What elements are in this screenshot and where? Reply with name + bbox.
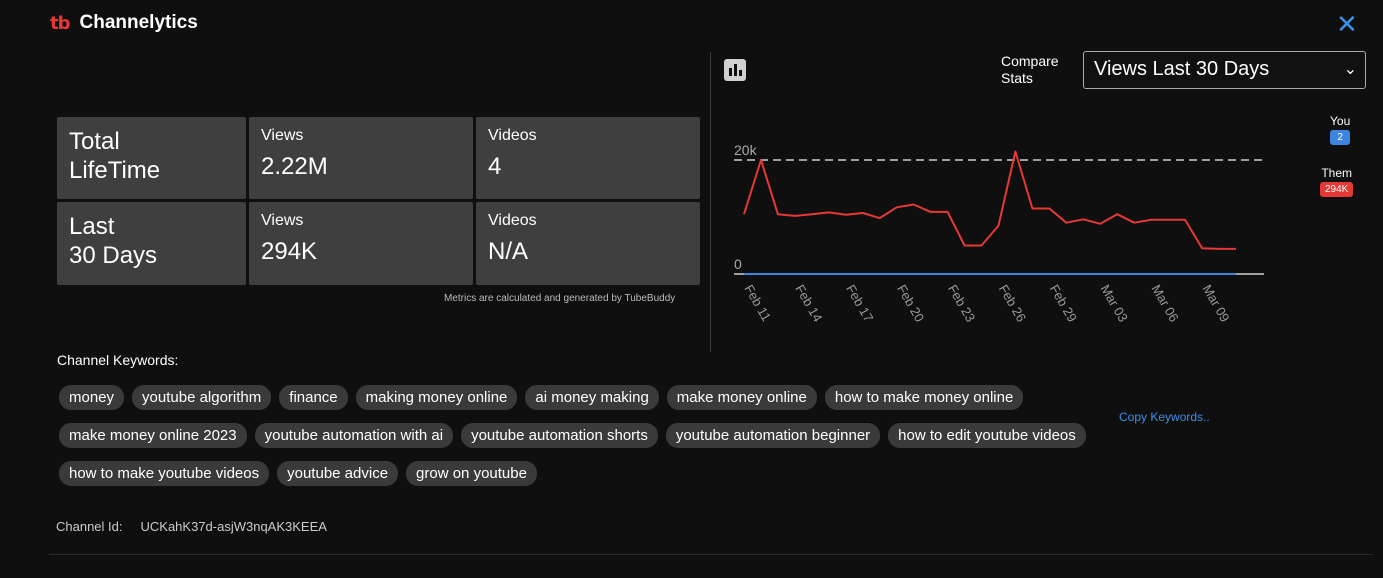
legend-you-label: You — [1330, 114, 1351, 128]
x-tick-label: Feb 14 — [792, 282, 825, 325]
last30-videos-value: N/A — [488, 238, 529, 265]
keywords-list: money youtube algorithm finance making mone… — [57, 383, 1097, 497]
lifetime-label-line1: Total — [69, 128, 120, 155]
chevron-down-icon: ⌄ — [1343, 61, 1357, 78]
x-tick-label: Mar 06 — [1149, 282, 1182, 325]
compare-stats-label: Compare Stats — [1001, 53, 1059, 87]
copy-keywords-link[interactable]: Copy Keywords.. — [1119, 410, 1210, 424]
y-tick-label: 0 — [734, 256, 742, 272]
legend-you: You 2 — [1330, 114, 1351, 145]
last30-videos-cell: Videos N/A — [476, 202, 700, 285]
last30-label-line1: Last — [69, 213, 115, 240]
compare-select-value: Views Last 30 Days — [1094, 58, 1270, 80]
lifetime-videos-cell: Videos 4 — [476, 117, 700, 199]
channel-id-value: UCKahK37d-asjW3nqAK3KEEA — [140, 519, 327, 534]
keyword-chip[interactable]: how to make money online — [824, 385, 1024, 410]
last30-views-value: 294K — [261, 238, 318, 265]
last30-label-line2: 30 Days — [69, 242, 158, 269]
last30-videos-label: Videos — [488, 212, 537, 229]
channel-id-label: Channel Id: — [56, 519, 123, 534]
last30-label-cell: Last 30 Days — [57, 202, 246, 285]
x-tick-label: Feb 29 — [1047, 282, 1080, 325]
lifetime-label-line2: LifeTime — [69, 157, 161, 184]
y-tick-label: 20k — [734, 142, 758, 158]
app-header: tb Channelytics — [50, 12, 198, 34]
lifetime-views-label: Views — [261, 127, 304, 144]
lifetime-views-cell: Views 2.22M — [249, 117, 473, 199]
close-icon[interactable]: ✕ — [1336, 10, 1358, 40]
x-tick-label: Mar 03 — [1098, 282, 1131, 325]
keyword-chip[interactable]: make money online — [666, 385, 817, 410]
x-tick-label: Feb 26 — [996, 282, 1029, 325]
keyword-chip[interactable]: how to make youtube videos — [59, 461, 270, 486]
x-tick-label: Feb 23 — [945, 282, 978, 325]
legend-them: Them 294K — [1320, 166, 1354, 197]
stats-grid: Total LifeTime Views 2.22M Videos 4 Last… — [57, 117, 700, 285]
keyword-chip[interactable]: youtube automation with ai — [254, 423, 454, 448]
legend-you-badge: 2 — [1330, 130, 1351, 145]
legend-them-badge: 294K — [1320, 182, 1354, 197]
last30-views-cell: Views 294K — [249, 202, 473, 285]
keyword-chip[interactable]: youtube automation beginner — [665, 423, 881, 448]
lifetime-views-value: 2.22M — [261, 153, 328, 180]
keyword-chip[interactable]: grow on youtube — [406, 461, 537, 486]
compare-stats-select[interactable]: Views Last 30 Days ⌄ — [1083, 51, 1366, 89]
lifetime-videos-value: 4 — [488, 153, 502, 180]
last30-views-label: Views — [261, 212, 304, 229]
x-tick-label: Feb 11 — [741, 282, 774, 324]
keyword-chip[interactable]: youtube algorithm — [132, 385, 272, 410]
views-line-chart: 20k 0 Feb 11 Feb 14 Feb 17 Feb 20 Feb 23 Feb 26… — [734, 142, 1264, 325]
keyword-chip[interactable]: finance — [279, 385, 348, 410]
legend-them-label: Them — [1321, 166, 1353, 180]
keyword-chip[interactable]: how to edit youtube videos — [888, 423, 1086, 448]
keyword-chip[interactable]: money — [59, 385, 125, 410]
bar-chart-icon[interactable] — [724, 59, 746, 81]
keywords-title: Channel Keywords: — [57, 352, 179, 368]
x-tick-label: Feb 20 — [894, 282, 927, 325]
channel-id-row: Channel Id: UCKahK37d-asjW3nqAK3KEEA — [56, 519, 327, 534]
keyword-chip[interactable]: make money online 2023 — [59, 423, 247, 448]
compare-label-line1: Compare — [1001, 53, 1059, 69]
metrics-note: Metrics are calculated and generated by … — [444, 293, 676, 304]
keyword-chip[interactable]: youtube advice — [277, 461, 399, 486]
tubebuddy-logo: tb — [50, 12, 70, 34]
bottom-divider — [49, 554, 1373, 555]
app-title: Channelytics — [79, 12, 198, 33]
series-line-them — [743, 150, 1236, 250]
keyword-chip[interactable]: youtube automation shorts — [461, 423, 658, 448]
keyword-chip[interactable]: ai money making — [525, 385, 659, 410]
compare-label-line2: Stats — [1001, 70, 1033, 86]
lifetime-videos-label: Videos — [488, 127, 537, 144]
keyword-chip[interactable]: making money online — [355, 385, 518, 410]
x-tick-label: Feb 17 — [843, 282, 876, 325]
lifetime-label-cell: Total LifeTime — [57, 117, 246, 199]
x-tick-label: Mar 09 — [1199, 282, 1232, 325]
vertical-divider — [710, 52, 711, 352]
